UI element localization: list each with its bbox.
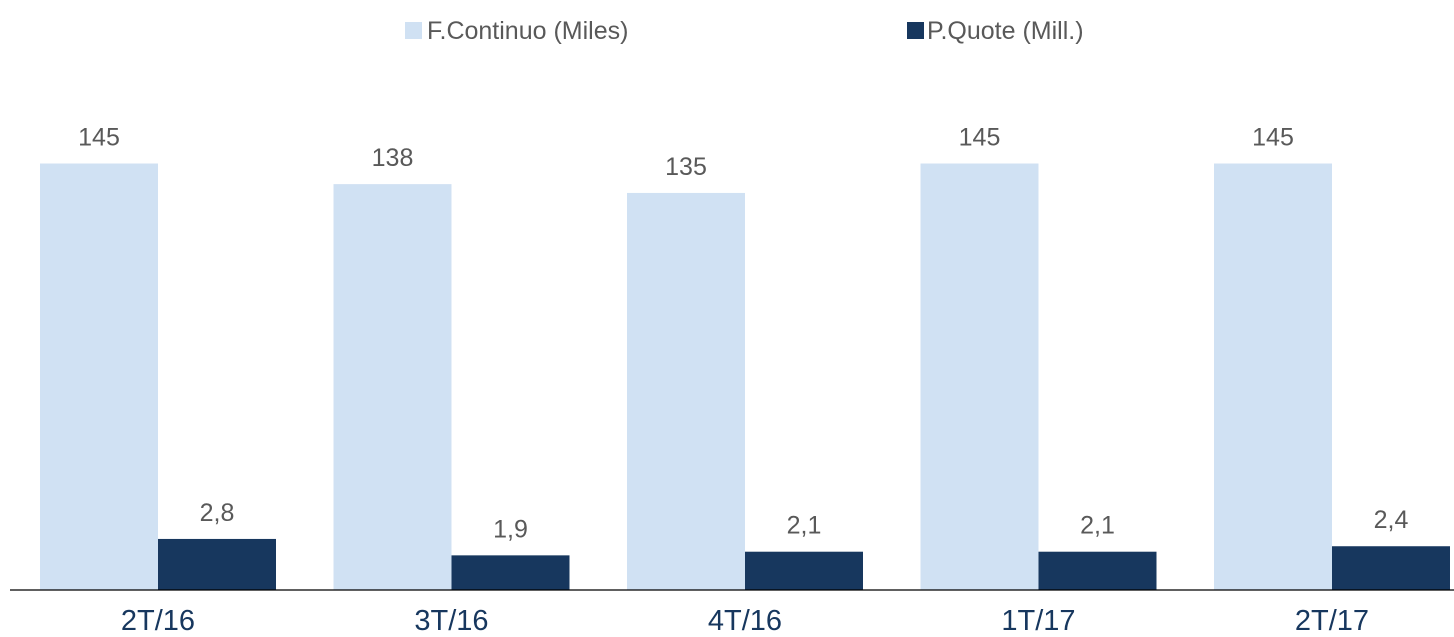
category-label: 1T/17 [1001,605,1075,637]
bars-group [40,163,1450,591]
category-label: 2T/16 [121,605,195,637]
bar-pquote-3T-16 [451,555,570,590]
data-labels-group: 145 2,8 138 1,9 135 2,1 145 2,1 145 2,4 [78,124,1408,544]
legend-label: P.Quote (Mill.) [927,17,1084,45]
data-label-pquote: 2,8 [200,499,235,527]
bar-fcontinuo-2T-17 [1214,163,1332,590]
data-label-pquote: 2,1 [1080,512,1115,540]
bar-fcontinuo-2T-16 [40,163,158,590]
legend: F.Continuo (Miles) P.Quote (Mill.) [405,17,1084,45]
category-label: 3T/16 [414,605,488,637]
bar-pquote-2T-16 [158,538,276,590]
bar-fcontinuo-4T-16 [627,192,745,591]
category-labels-group: 2T/16 3T/16 4T/16 1T/17 2T/17 [121,605,1369,637]
legend-swatch-pquote [907,22,924,39]
data-label-fcontinuo: 138 [372,144,414,172]
bar-fcontinuo-1T-17 [920,163,1039,590]
bar-pquote-2T-17 [1332,546,1450,590]
bar-pquote-4T-16 [745,551,863,590]
data-label-fcontinuo: 145 [78,124,120,152]
data-label-pquote: 2,1 [787,512,822,540]
bar-fcontinuo-3T-16 [333,184,452,590]
data-label-fcontinuo: 145 [959,124,1001,152]
bar-pquote-1T-17 [1038,551,1157,590]
legend-label: F.Continuo (Miles) [427,17,628,45]
data-label-fcontinuo: 145 [1252,124,1294,152]
data-label-fcontinuo: 135 [665,153,707,181]
category-label: 4T/16 [708,605,782,637]
legend-swatch-fcontinuo [405,22,422,39]
data-label-pquote: 2,4 [1374,506,1409,534]
data-label-pquote: 1,9 [493,515,528,543]
category-label: 2T/17 [1295,605,1369,637]
